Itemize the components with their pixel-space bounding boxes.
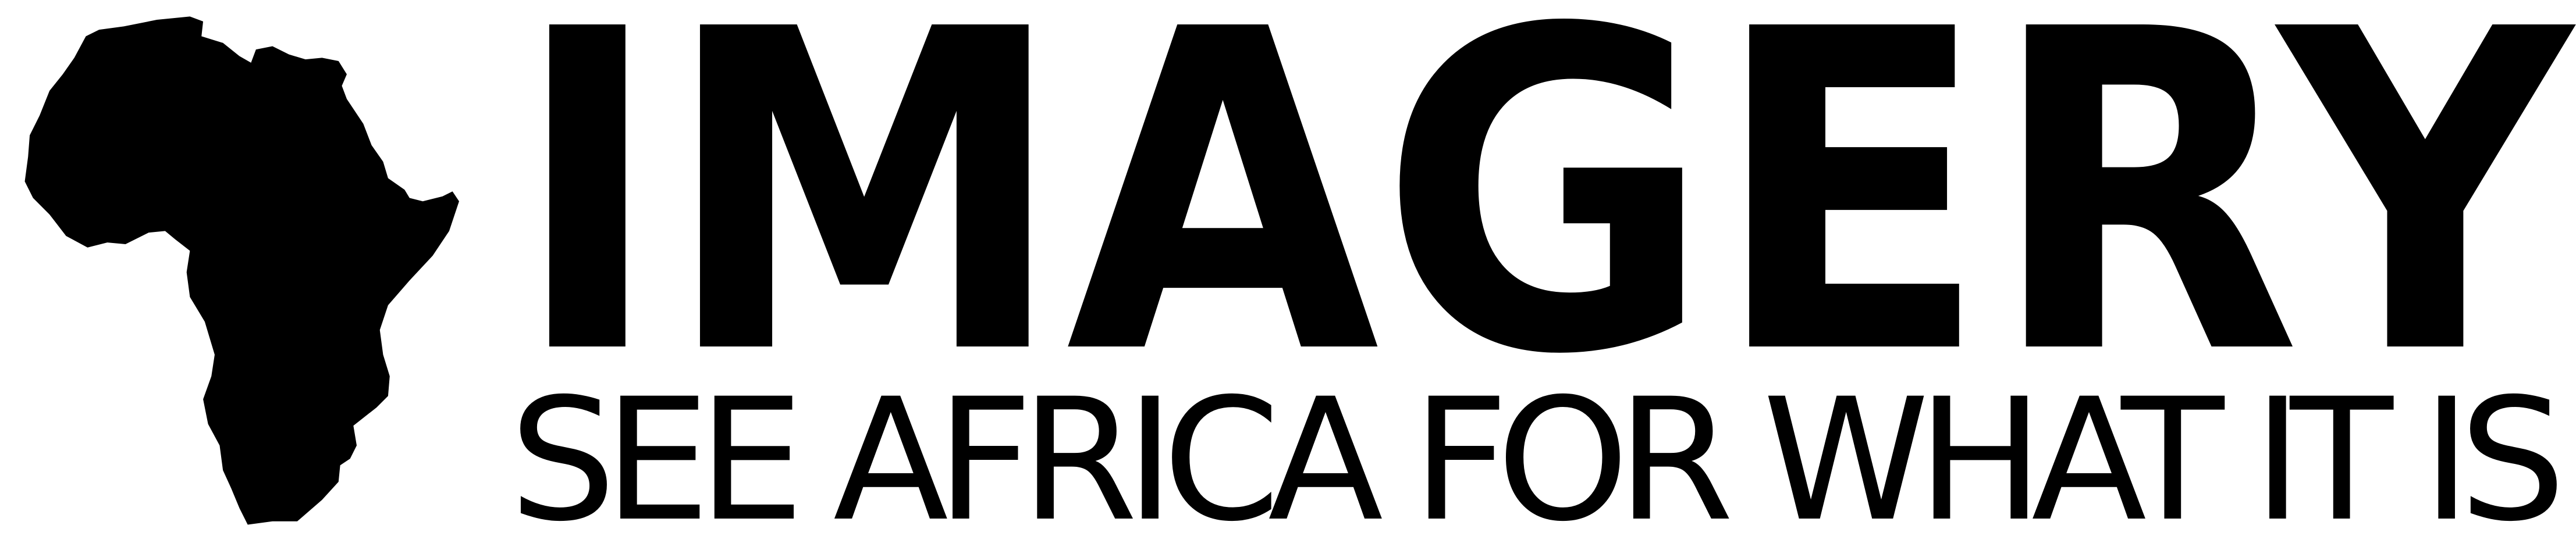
title: IMAGERY xyxy=(512,0,2576,451)
africa-icon xyxy=(24,16,459,525)
tagline: SEE AFRICA FOR WHAT IT IS xyxy=(509,363,2566,536)
